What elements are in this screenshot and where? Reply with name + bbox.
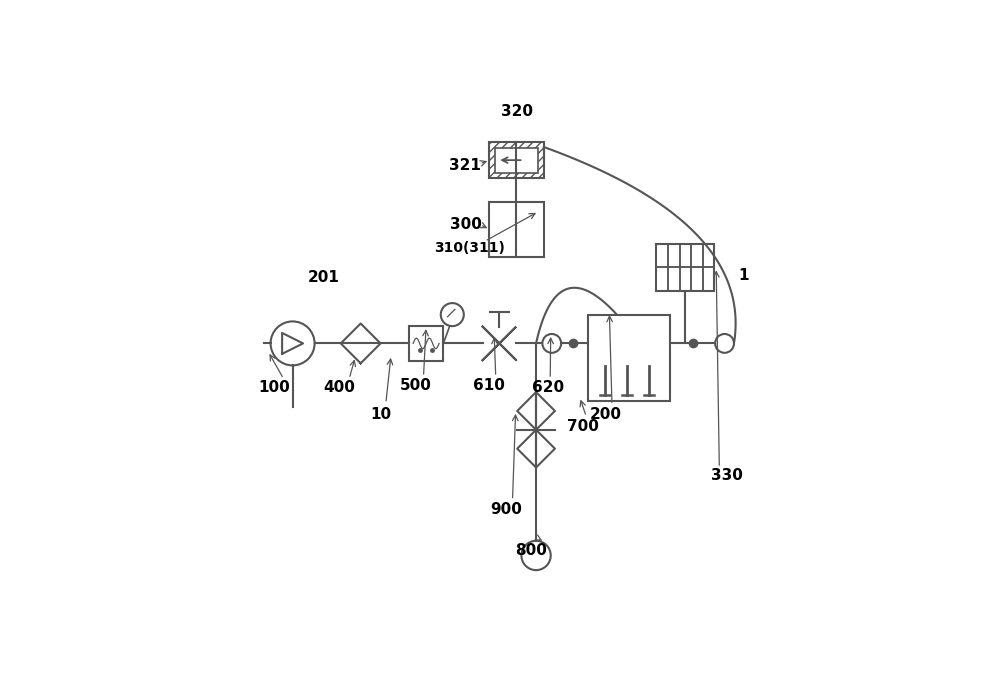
Text: 1: 1	[739, 268, 749, 283]
Text: 900: 900	[490, 502, 522, 517]
Text: 201: 201	[308, 271, 340, 286]
Text: 321: 321	[449, 158, 481, 173]
Text: 320: 320	[501, 105, 533, 120]
Text: 610: 610	[473, 378, 505, 393]
Text: 620: 620	[532, 380, 564, 395]
FancyBboxPatch shape	[495, 148, 538, 173]
Text: 200: 200	[590, 407, 622, 422]
Text: 310(311): 310(311)	[434, 241, 505, 255]
Text: 300: 300	[450, 217, 482, 232]
Text: 700: 700	[567, 419, 599, 434]
Text: 400: 400	[324, 380, 356, 395]
Text: 800: 800	[515, 543, 547, 558]
Text: 100: 100	[258, 380, 290, 395]
Text: 10: 10	[370, 407, 391, 422]
Text: 330: 330	[711, 468, 743, 483]
Text: 500: 500	[400, 378, 432, 393]
